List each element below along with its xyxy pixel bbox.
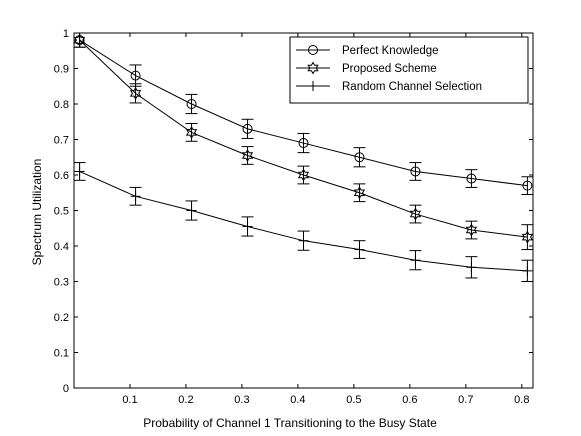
data-point xyxy=(298,138,309,149)
series-2 xyxy=(73,32,534,251)
legend-marker xyxy=(308,45,318,55)
legend-entry: Proposed Scheme xyxy=(296,61,437,75)
legend: Perfect Knowledge Proposed Scheme Random C… xyxy=(289,36,529,104)
x-axis-title: Probability of Channel 1 Transitioning t… xyxy=(143,416,437,430)
x-tick-label: 0.5 xyxy=(346,394,361,406)
y-tick-label: 0.2 xyxy=(54,312,69,324)
x-tick-label: 0.3 xyxy=(234,394,249,406)
series-line xyxy=(79,170,528,272)
x-tick-label: 0.7 xyxy=(458,394,473,406)
x-tick-label: 0.2 xyxy=(178,394,193,406)
data-point xyxy=(185,125,198,139)
y-axis-title: Spectrum Utilization xyxy=(30,159,44,266)
legend-label: Perfect Knowledge xyxy=(342,45,439,57)
legend-entry: Perfect Knowledge xyxy=(296,45,439,57)
data-point xyxy=(297,168,310,182)
data-point xyxy=(353,186,366,200)
y-tick-label: 0 xyxy=(63,383,69,395)
data-point xyxy=(466,173,477,184)
data-point xyxy=(129,86,142,100)
legend-label: Random Channel Selection xyxy=(342,81,482,93)
data-point xyxy=(241,148,254,162)
series-layer xyxy=(73,32,534,282)
legend-marker xyxy=(307,61,319,75)
data-point xyxy=(409,207,422,221)
data-point xyxy=(521,230,534,244)
error-bar xyxy=(521,176,534,196)
y-tick-label: 0.4 xyxy=(54,241,69,253)
legend-label: Proposed Scheme xyxy=(342,63,437,75)
y-tick-label: 1 xyxy=(63,28,69,40)
error-bar xyxy=(297,132,310,154)
data-point xyxy=(410,255,421,266)
data-point xyxy=(522,180,533,191)
y-tick-label: 0.8 xyxy=(54,99,69,111)
y-tick-label: 0.9 xyxy=(54,64,69,76)
error-bar xyxy=(465,169,478,188)
y-tick-label: 0.7 xyxy=(54,135,69,147)
error-bar xyxy=(353,147,366,168)
data-point xyxy=(522,265,533,276)
axes-layer: 0.1 0.2 0.3 0.4 0.5 0.6 0.7 0.8 0 0.1 0.2 0.3 0.4 0.5… xyxy=(54,28,534,406)
series-3 xyxy=(73,162,534,282)
y-tick-label: 0.1 xyxy=(54,348,69,360)
x-tick-label: 0.4 xyxy=(290,394,305,406)
data-point xyxy=(130,70,141,81)
y-tick-label: 0.3 xyxy=(54,277,69,289)
y-tick-label: 0.6 xyxy=(54,170,69,182)
data-point xyxy=(242,221,253,232)
error-bar xyxy=(241,118,254,139)
error-bar xyxy=(185,93,198,115)
legend-marker xyxy=(308,81,318,91)
data-point xyxy=(354,244,365,255)
error-bar xyxy=(521,224,534,251)
data-point xyxy=(186,205,197,216)
data-point xyxy=(298,235,309,246)
data-point xyxy=(74,166,85,177)
x-tick-label: 0.8 xyxy=(514,394,529,406)
y-tick-label: 0.5 xyxy=(54,206,69,218)
x-tick-label: 0.1 xyxy=(122,394,137,406)
error-bar xyxy=(409,162,422,181)
legend-entry: Random Channel Selection xyxy=(296,81,482,93)
data-point xyxy=(242,123,253,134)
data-point xyxy=(186,99,197,109)
data-point xyxy=(73,33,86,47)
x-tick-label: 0.6 xyxy=(402,394,417,406)
data-point xyxy=(354,152,365,163)
legend-box xyxy=(289,36,529,104)
data-point xyxy=(410,166,421,177)
data-point xyxy=(466,262,477,273)
data-point xyxy=(465,223,478,237)
data-point xyxy=(130,191,141,202)
